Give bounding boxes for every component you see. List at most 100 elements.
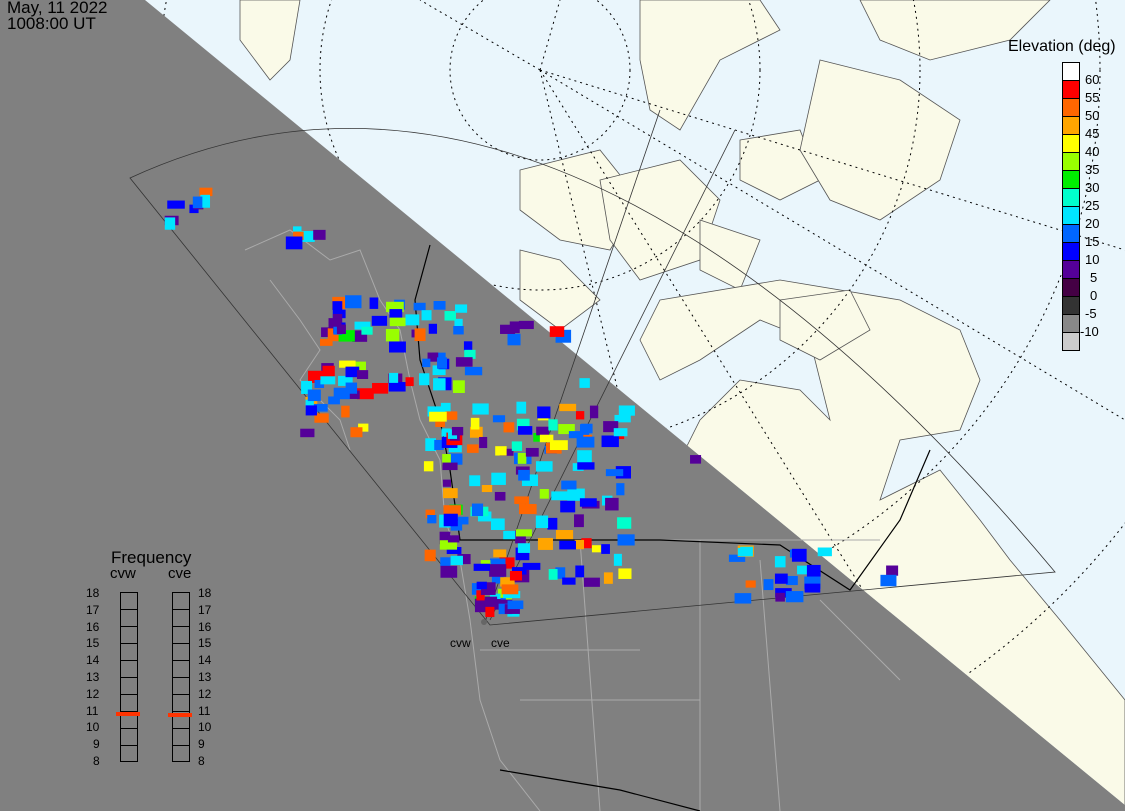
scatter-cell bbox=[448, 453, 463, 465]
scatter-cell bbox=[511, 441, 523, 451]
scatter-cell bbox=[164, 217, 176, 230]
scatter-cell bbox=[442, 479, 451, 487]
scatter-cell bbox=[522, 562, 541, 570]
scatter-cell bbox=[485, 606, 495, 618]
scatter-cell bbox=[576, 436, 595, 448]
scatter-cell bbox=[690, 455, 702, 464]
scatter-cell bbox=[424, 549, 436, 562]
scatter-cell bbox=[490, 518, 505, 530]
scatter-cell bbox=[745, 580, 756, 588]
scatter-cell bbox=[414, 328, 426, 342]
scatter-cell bbox=[293, 231, 304, 241]
scatter-cell bbox=[518, 320, 534, 330]
scatter-cell bbox=[441, 428, 451, 437]
scatter-cell bbox=[338, 375, 353, 386]
scatter-cell bbox=[389, 341, 406, 353]
scatter-cell bbox=[446, 546, 462, 555]
scatter-cell bbox=[491, 572, 504, 584]
scatter-cell bbox=[356, 370, 369, 379]
frequency-tick: 12 bbox=[198, 686, 212, 701]
scatter-cell bbox=[314, 413, 329, 423]
legend-label: 0 bbox=[1090, 288, 1098, 303]
scatter-cell bbox=[447, 535, 460, 543]
scatter-cell bbox=[575, 411, 585, 420]
scatter-cell bbox=[601, 435, 619, 448]
scatter-cell bbox=[617, 517, 632, 529]
scatter-cell bbox=[471, 503, 484, 517]
scatter-cell bbox=[481, 484, 493, 493]
scatter-cell bbox=[464, 349, 476, 359]
frequency-tick: 9 bbox=[198, 737, 205, 752]
scatter-cell bbox=[539, 489, 549, 499]
frequency-tick: 11 bbox=[86, 703, 99, 718]
scatter-cell bbox=[427, 352, 439, 362]
scatter-cell bbox=[440, 565, 458, 578]
scatter-cell bbox=[432, 352, 446, 360]
legend-label: 55 bbox=[1085, 90, 1100, 105]
scatter-cell bbox=[806, 564, 821, 577]
scatter-cell bbox=[361, 326, 373, 335]
frequency-marker-cve bbox=[168, 713, 192, 718]
scatter-cell bbox=[345, 382, 358, 394]
scatter-cell bbox=[489, 564, 507, 577]
scatter-cell bbox=[469, 426, 483, 438]
scatter-cell bbox=[439, 531, 451, 545]
scatter-cell bbox=[435, 419, 446, 428]
scatter-cell bbox=[356, 388, 374, 400]
scatter-cell bbox=[464, 366, 483, 376]
scatter-cell bbox=[579, 498, 597, 507]
scatter-cell bbox=[603, 572, 613, 584]
scatter-cell bbox=[345, 366, 360, 378]
scatter-cell bbox=[617, 534, 635, 546]
legend-swatch bbox=[1063, 63, 1079, 81]
legend-label: -10 bbox=[1080, 324, 1099, 339]
scatter-cell bbox=[350, 427, 363, 438]
legend-label: 30 bbox=[1085, 180, 1100, 195]
scatter-cell bbox=[577, 450, 592, 463]
scatter-cell bbox=[428, 323, 438, 334]
scatter-cell bbox=[614, 414, 631, 423]
scatter-cell bbox=[567, 488, 585, 501]
legend-swatch bbox=[1063, 99, 1079, 117]
scatter-cell bbox=[425, 438, 437, 452]
scatter-cell bbox=[797, 565, 809, 575]
scatter-cell bbox=[559, 403, 577, 412]
timestamp: May, 11 2022 1008:00 UT bbox=[7, 0, 108, 32]
legend-swatch bbox=[1063, 171, 1079, 189]
scatter-cell bbox=[422, 358, 431, 368]
scatter-cell bbox=[589, 405, 599, 419]
frequency-panel: Frequency cvw cve 18 18 17 17 16 16 15 15 14 14 13… bbox=[80, 548, 240, 768]
scatter-cell bbox=[455, 304, 468, 313]
scatter-cell bbox=[345, 295, 362, 309]
frequency-tick: 18 bbox=[86, 586, 100, 600]
legend-label: 45 bbox=[1085, 126, 1100, 141]
scatter-cell bbox=[517, 426, 533, 435]
scatter-cell bbox=[500, 577, 515, 587]
scatter-cell bbox=[516, 401, 527, 414]
legend-label: 25 bbox=[1085, 198, 1100, 213]
scatter-cell bbox=[791, 548, 807, 562]
legend-label: 10 bbox=[1085, 252, 1100, 267]
scatter-cell bbox=[305, 399, 314, 411]
scatter-cell bbox=[470, 417, 480, 430]
scatter-cell bbox=[300, 428, 315, 438]
scatter-cell bbox=[539, 434, 554, 443]
scatter-cell bbox=[441, 411, 458, 420]
scatter-cell bbox=[308, 370, 324, 383]
legend-swatch bbox=[1063, 153, 1079, 171]
scatter-cell bbox=[509, 570, 523, 581]
scatter-cell bbox=[432, 365, 446, 376]
scatter-cell bbox=[548, 569, 558, 580]
legend-swatch bbox=[1063, 117, 1079, 135]
scatter-cell bbox=[494, 491, 506, 501]
frequency-tick: 10 bbox=[198, 720, 212, 735]
frequency-tick: 15 bbox=[198, 636, 212, 651]
scatter-cell bbox=[434, 439, 444, 450]
scatter-cell bbox=[423, 461, 434, 472]
scatter-cell bbox=[453, 326, 464, 335]
frequency-tick: 15 bbox=[86, 636, 100, 651]
legend-swatch bbox=[1063, 315, 1079, 333]
scatter-cell bbox=[469, 475, 481, 487]
scatter-cell bbox=[785, 591, 804, 603]
